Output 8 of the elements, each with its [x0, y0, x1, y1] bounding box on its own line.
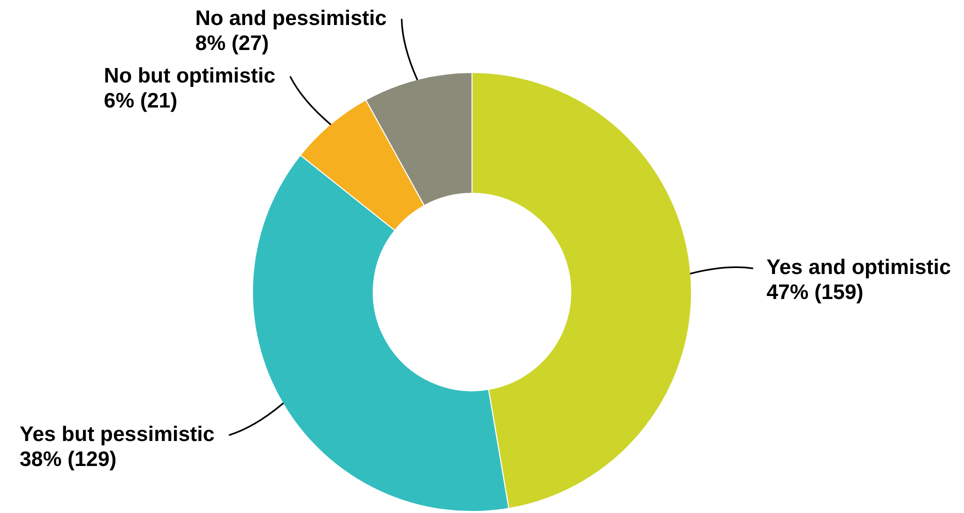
data-label: 47% (159) — [766, 281, 864, 304]
slice-label: No but optimistic — [104, 64, 276, 88]
data-label: 6% (21) — [104, 90, 178, 113]
slice-label: Yes but pessimistic — [20, 422, 215, 446]
data-label: 38% (129) — [20, 448, 117, 471]
slice-label: No and pessimistic — [195, 7, 388, 30]
slice-label: Yes and optimistic — [766, 256, 952, 280]
data-label: 8% (27) — [195, 32, 269, 56]
